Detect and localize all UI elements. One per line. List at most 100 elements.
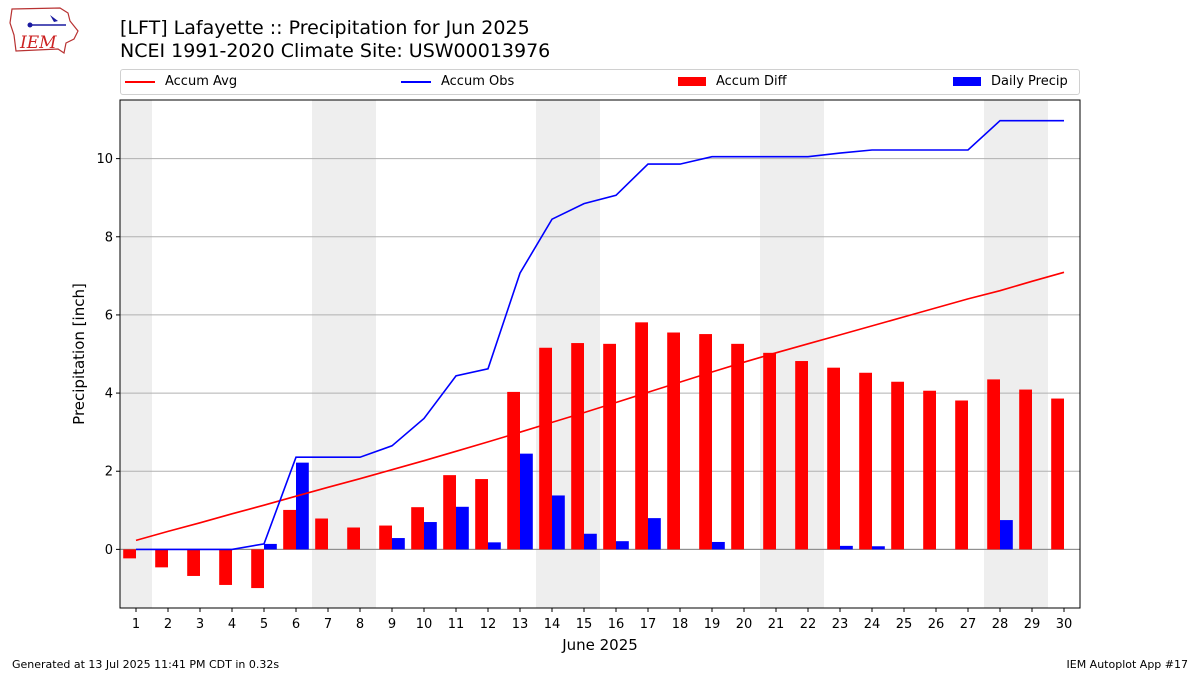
daily-precip-bar-13: [520, 453, 533, 550]
x-tick-label-14: 14: [544, 617, 561, 632]
bars: [123, 322, 1064, 589]
accum-diff-bar-2: [155, 549, 168, 568]
iem-logo: IEM: [9, 7, 79, 54]
accum-diff-bar-7: [315, 518, 328, 550]
accum-diff-bar-24: [859, 372, 872, 550]
accum-diff-bar-17: [635, 322, 648, 550]
accum-avg-line: [135, 271, 1065, 542]
x-tick-label-16: 16: [608, 617, 625, 632]
accum-diff-bar-30: [1051, 398, 1064, 550]
x-tick-label-15: 15: [576, 617, 593, 632]
accum-diff-bar-22: [795, 361, 808, 550]
y-tick-label-0: 0: [105, 543, 113, 558]
accum-diff-bar-11: [443, 475, 456, 550]
x-tick-label-12: 12: [480, 617, 497, 632]
legend-swatch-accum-obs: [401, 80, 431, 83]
x-tick-label-3: 3: [196, 617, 204, 632]
daily-precip-bar-10: [424, 522, 437, 550]
logo-dot: [27, 22, 33, 28]
x-tick-label-21: 21: [768, 617, 785, 632]
daily-precip-bar-19: [712, 541, 725, 550]
x-tick-label-6: 6: [292, 617, 300, 632]
x-axis-label: June 2025: [561, 636, 638, 654]
y-axis-ticks: 0 2 4 6 8 10: [96, 152, 120, 558]
x-tick-label-5: 5: [260, 617, 268, 632]
accum-diff-bar-23: [827, 367, 840, 550]
x-tick-label-4: 4: [228, 617, 236, 632]
x-tick-label-20: 20: [736, 617, 753, 632]
accum-diff-bar-15: [571, 343, 584, 550]
y-tick-label-4: 4: [105, 387, 113, 402]
x-tick-label-28: 28: [992, 617, 1009, 632]
accum-diff-bar-27: [955, 400, 968, 550]
x-tick-label-27: 27: [960, 617, 977, 632]
accum-diff-bar-4: [219, 549, 232, 585]
x-tick-label-11: 11: [448, 617, 465, 632]
accum-diff-bar-28: [987, 379, 1000, 550]
daily-precip-bar-23: [840, 545, 853, 550]
y-tick-label-2: 2: [105, 465, 113, 480]
logo-flag: [50, 15, 58, 22]
x-tick-label-24: 24: [864, 617, 881, 632]
x-tick-label-23: 23: [832, 617, 849, 632]
x-tick-label-7: 7: [324, 617, 332, 632]
app-credit: IEM Autoplot App #17: [1066, 658, 1189, 671]
daily-precip-bar-16: [616, 541, 629, 550]
accum-diff-bar-26: [923, 390, 936, 550]
daily-precip-bar-6: [296, 462, 309, 550]
y-tick-label-6: 6: [105, 308, 113, 323]
legend-item-accum-diff: Accum Diff: [678, 74, 787, 89]
x-tick-label-26: 26: [928, 617, 945, 632]
accum-diff-bar-19: [699, 334, 712, 550]
x-tick-label-30: 30: [1056, 617, 1073, 632]
accum-diff-bar-3: [187, 549, 200, 576]
accum-diff-bar-29: [1019, 389, 1032, 550]
series-lines: [135, 119, 1065, 551]
legend-item-accum-obs: Accum Obs: [401, 74, 514, 89]
x-tick-label-17: 17: [640, 617, 657, 632]
x-tick-label-10: 10: [416, 617, 433, 632]
plot-frame: [119, 99, 1081, 609]
x-tick-label-13: 13: [512, 617, 529, 632]
daily-precip-bar-14: [552, 495, 565, 550]
x-tick-label-2: 2: [164, 617, 172, 632]
generated-timestamp: Generated at 13 Jul 2025 11:41 PM CDT in…: [12, 658, 280, 671]
daily-precip-bar-5: [264, 543, 277, 550]
daily-precip-bar-11: [456, 506, 469, 550]
accum-diff-bar-6: [283, 509, 296, 550]
x-tick-label-1: 1: [132, 617, 140, 632]
accum-diff-bar-13: [507, 391, 520, 550]
legend: Accum Avg Accum Obs Accum Diff Daily Pre…: [120, 69, 1080, 95]
accum-diff-bar-14: [539, 347, 552, 550]
accum-diff-bar-12: [475, 479, 488, 550]
x-axis-ticks: 1 2 3 4 5 6 7 8 9 10 11 12 13 14 15 16 17 18 19 20 21 22 23 24 2…: [132, 608, 1072, 632]
accum-diff-bar-5: [251, 549, 264, 589]
iowa-outline-shape: [9, 7, 79, 54]
daily-precip-bar-24: [872, 546, 885, 550]
x-tick-label-8: 8: [356, 617, 364, 632]
legend-label-accum-avg: Accum Avg: [165, 74, 238, 89]
daily-precip-bar-28: [1000, 520, 1013, 550]
x-tick-label-22: 22: [800, 617, 817, 632]
legend-item-accum-avg: Accum Avg: [125, 74, 237, 89]
daily-precip-bar-17: [648, 518, 661, 550]
y-tick-label-8: 8: [105, 230, 113, 245]
accum-diff-bar-25: [891, 381, 904, 550]
y-axis-label: Precipitation [inch]: [70, 283, 88, 425]
legend-swatch-daily-precip: [953, 77, 981, 86]
legend-label-daily-precip: Daily Precip: [991, 74, 1068, 89]
accum-diff-bar-9: [379, 525, 392, 550]
daily-precip-bar-9: [392, 538, 405, 550]
daily-precip-bar-15: [584, 533, 597, 550]
accum-diff-bar-16: [603, 343, 616, 550]
legend-item-daily-precip: Daily Precip: [953, 74, 1068, 89]
chart-subtitle: NCEI 1991-2020 Climate Site: USW00013976: [120, 40, 551, 62]
x-tick-label-18: 18: [672, 617, 689, 632]
accum-diff-bar-18: [667, 332, 680, 550]
x-tick-label-9: 9: [388, 617, 396, 632]
accum-diff-bar-1: [123, 549, 136, 559]
legend-label-accum-diff: Accum Diff: [716, 74, 787, 89]
y-tick-label-10: 10: [96, 152, 113, 167]
accum-diff-bar-21: [763, 352, 776, 550]
